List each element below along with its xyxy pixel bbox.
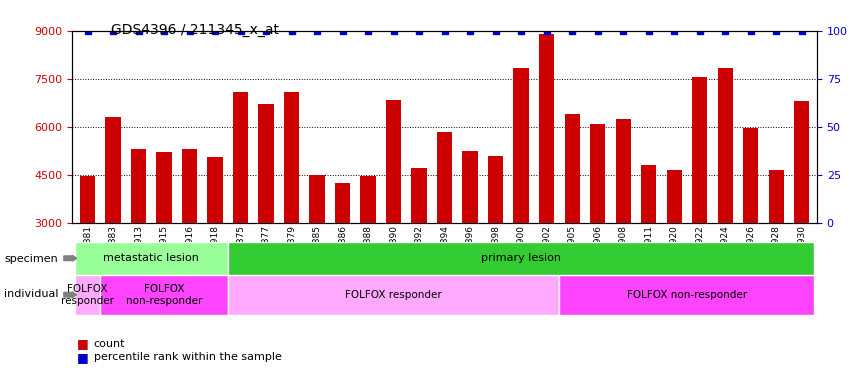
Bar xyxy=(131,149,146,223)
Text: individual: individual xyxy=(4,289,59,299)
Text: specimen: specimen xyxy=(4,254,58,264)
Text: FOLFOX
non-responder: FOLFOX non-responder xyxy=(126,284,203,306)
Bar xyxy=(615,119,631,223)
Bar xyxy=(692,77,707,223)
Bar xyxy=(182,149,197,223)
Text: FOLFOX responder: FOLFOX responder xyxy=(346,290,442,300)
Bar xyxy=(106,117,121,223)
Bar xyxy=(361,176,376,223)
Text: ■: ■ xyxy=(77,351,89,364)
Bar xyxy=(233,91,248,223)
Bar xyxy=(437,131,452,223)
FancyBboxPatch shape xyxy=(100,275,228,315)
Bar xyxy=(743,128,758,223)
Text: FOLFOX
responder: FOLFOX responder xyxy=(61,284,114,306)
Bar xyxy=(539,34,554,223)
FancyBboxPatch shape xyxy=(75,275,100,315)
FancyBboxPatch shape xyxy=(228,242,814,275)
FancyBboxPatch shape xyxy=(228,275,559,315)
Bar xyxy=(335,183,351,223)
Bar xyxy=(717,68,733,223)
Bar xyxy=(641,165,656,223)
Bar xyxy=(386,99,402,223)
Text: ■: ■ xyxy=(77,337,89,350)
Bar xyxy=(488,156,503,223)
Bar xyxy=(590,124,605,223)
Text: percentile rank within the sample: percentile rank within the sample xyxy=(94,352,282,362)
Bar xyxy=(794,101,809,223)
Text: count: count xyxy=(94,339,125,349)
Bar xyxy=(666,170,682,223)
Bar xyxy=(310,175,325,223)
Bar xyxy=(412,168,427,223)
Bar xyxy=(208,157,223,223)
Text: primary lesion: primary lesion xyxy=(481,253,561,263)
FancyBboxPatch shape xyxy=(559,275,814,315)
Bar xyxy=(462,151,477,223)
Text: GDS4396 / 211345_x_at: GDS4396 / 211345_x_at xyxy=(111,23,278,37)
Text: FOLFOX non-responder: FOLFOX non-responder xyxy=(627,290,747,300)
Bar xyxy=(768,170,784,223)
Bar xyxy=(157,152,172,223)
Bar xyxy=(564,114,580,223)
FancyBboxPatch shape xyxy=(75,242,228,275)
Bar xyxy=(284,91,300,223)
Bar xyxy=(259,104,274,223)
Bar xyxy=(80,176,95,223)
Bar xyxy=(513,68,528,223)
Text: metastatic lesion: metastatic lesion xyxy=(104,253,199,263)
